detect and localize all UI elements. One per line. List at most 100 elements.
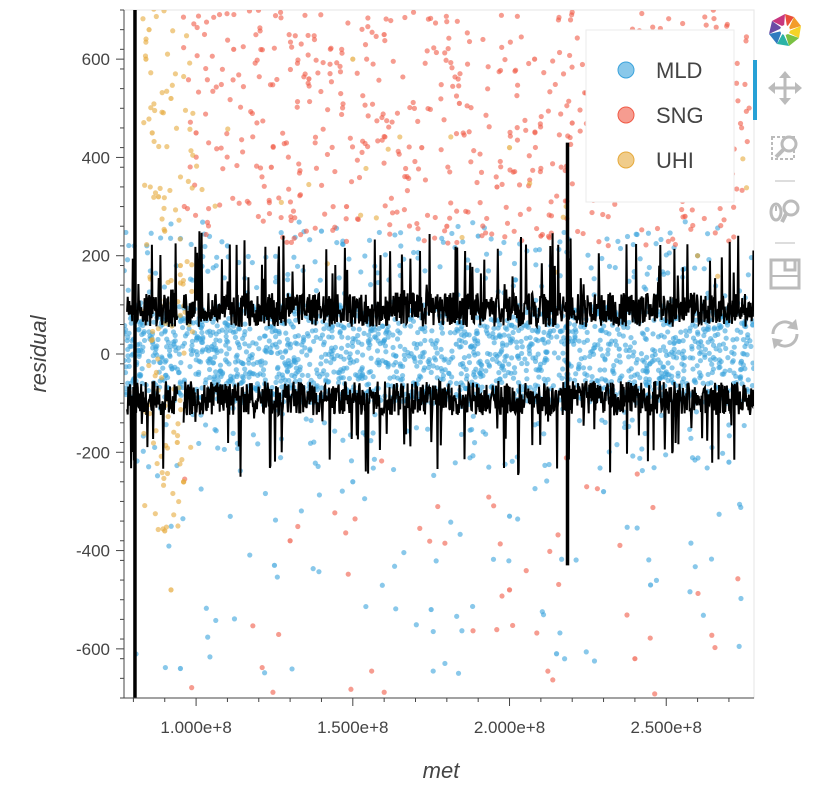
data-point <box>737 367 744 373</box>
data-point <box>657 375 663 382</box>
bokeh-logo[interactable] <box>760 8 810 52</box>
data-point <box>417 525 423 531</box>
data-point <box>457 361 464 368</box>
data-point <box>499 347 505 353</box>
data-point <box>314 383 320 389</box>
data-point <box>446 35 452 41</box>
data-point <box>391 374 397 380</box>
data-point <box>615 238 621 244</box>
data-point <box>312 134 319 140</box>
data-point <box>650 331 656 337</box>
data-point <box>124 357 127 364</box>
data-point <box>424 212 431 218</box>
data-point <box>550 58 556 64</box>
data-point <box>742 343 748 350</box>
data-point <box>499 593 505 599</box>
box-zoom-icon[interactable] <box>760 126 810 170</box>
data-point <box>318 88 324 95</box>
data-point <box>252 385 259 392</box>
data-point <box>247 326 253 332</box>
data-point <box>482 230 489 236</box>
data-point <box>161 475 167 481</box>
data-point <box>346 375 353 382</box>
data-point <box>284 336 291 343</box>
data-point <box>345 571 351 577</box>
data-point <box>741 422 747 429</box>
data-point <box>217 362 224 368</box>
data-point <box>348 179 355 185</box>
data-point <box>374 118 380 124</box>
data-point <box>506 587 513 593</box>
reset-icon[interactable] <box>760 312 810 356</box>
data-point <box>421 365 428 371</box>
data-point <box>556 132 562 138</box>
data-point <box>294 263 301 269</box>
data-point <box>401 207 407 213</box>
data-point <box>439 330 446 336</box>
data-point <box>532 129 538 135</box>
data-point <box>545 108 551 114</box>
data-point <box>440 239 446 245</box>
data-point <box>259 664 265 671</box>
data-point <box>302 12 308 18</box>
data-point <box>518 34 524 40</box>
data-point <box>448 519 454 525</box>
data-point <box>224 11 230 17</box>
data-point <box>162 228 168 234</box>
data-point <box>177 380 183 387</box>
data-point <box>623 347 629 353</box>
data-point <box>260 367 267 373</box>
data-point <box>402 356 408 363</box>
data-point <box>679 379 685 385</box>
pan-icon[interactable] <box>760 66 810 110</box>
data-point <box>382 252 388 258</box>
data-point <box>236 72 242 78</box>
data-point <box>731 344 737 350</box>
data-point <box>128 343 134 349</box>
data-point <box>331 369 337 375</box>
data-point <box>692 564 698 570</box>
data-point <box>548 199 554 205</box>
data-point <box>336 370 342 376</box>
data-point <box>717 205 723 212</box>
data-point <box>538 233 544 239</box>
data-point <box>398 243 404 249</box>
wheel-zoom-icon[interactable] <box>760 190 810 234</box>
data-point <box>262 333 268 339</box>
data-point <box>181 318 187 324</box>
data-point <box>199 339 206 346</box>
data-point <box>702 328 708 335</box>
data-point <box>349 339 356 345</box>
data-point <box>494 184 500 190</box>
data-point <box>597 337 603 343</box>
data-point <box>612 338 618 344</box>
data-point <box>533 247 539 253</box>
data-point <box>200 334 206 340</box>
data-point <box>260 218 266 224</box>
data-point <box>159 109 165 115</box>
data-point <box>644 271 650 277</box>
data-point <box>546 330 552 336</box>
data-point <box>359 149 365 155</box>
data-point <box>516 182 523 188</box>
data-point <box>340 437 346 443</box>
data-point <box>690 321 696 327</box>
save-icon[interactable] <box>760 252 810 296</box>
data-point <box>343 349 349 355</box>
data-point <box>254 284 260 291</box>
data-point <box>394 336 401 342</box>
data-point <box>584 329 590 335</box>
data-point <box>307 98 313 105</box>
data-point <box>211 376 217 382</box>
data-point <box>330 204 336 210</box>
data-point <box>162 664 168 671</box>
data-point <box>671 339 678 346</box>
data-point <box>242 341 248 347</box>
data-point <box>425 105 431 112</box>
data-point <box>328 79 335 85</box>
data-point <box>230 77 236 83</box>
data-point <box>565 133 571 139</box>
data-point <box>420 350 426 356</box>
data-point <box>426 364 432 371</box>
